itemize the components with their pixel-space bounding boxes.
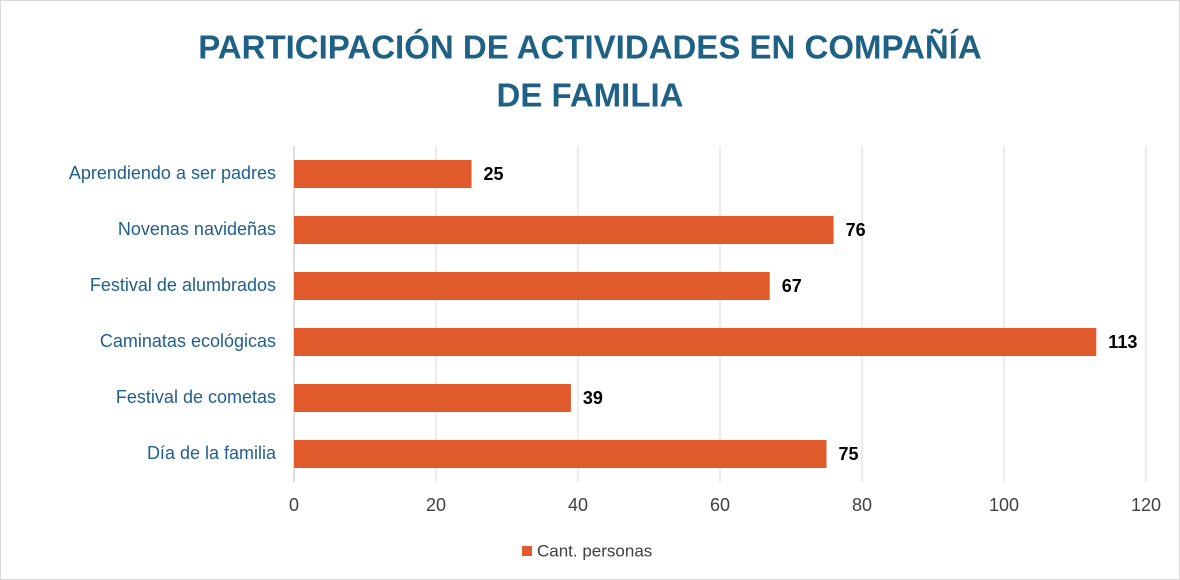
- legend-label: Cant. personas: [537, 541, 652, 560]
- y-tick-label: Aprendiendo a ser padres: [69, 163, 276, 183]
- chart-title: DE FAMILIA: [497, 77, 684, 114]
- x-tick-label: 60: [710, 495, 730, 515]
- data-label: 75: [839, 444, 859, 464]
- bar: [294, 272, 770, 300]
- x-tick-label: 0: [289, 495, 299, 515]
- x-tick-label: 80: [852, 495, 872, 515]
- x-tick-label: 20: [426, 495, 446, 515]
- bar: [294, 328, 1097, 356]
- y-tick-label: Novenas navideñas: [118, 219, 276, 239]
- data-label: 113: [1108, 332, 1137, 352]
- bar: [294, 440, 827, 468]
- bar: [294, 160, 472, 188]
- bar: [294, 216, 834, 244]
- data-label: 67: [782, 276, 802, 296]
- x-tick-label: 100: [989, 495, 1019, 515]
- data-label: 25: [484, 164, 504, 184]
- y-tick-label: Día de la familia: [147, 443, 277, 463]
- x-tick-label: 120: [1131, 495, 1161, 515]
- y-tick-label: Caminatas ecológicas: [100, 331, 276, 351]
- y-tick-label: Festival de cometas: [116, 387, 276, 407]
- y-tick-label: Festival de alumbrados: [90, 275, 276, 295]
- legend-swatch: [522, 546, 532, 556]
- data-label: 76: [846, 220, 866, 240]
- x-tick-label: 40: [568, 495, 588, 515]
- bar: [294, 384, 571, 412]
- chart-title: PARTICIPACIÓN DE ACTIVIDADES EN COMPAÑÍA: [198, 29, 981, 66]
- data-label: 39: [583, 388, 603, 408]
